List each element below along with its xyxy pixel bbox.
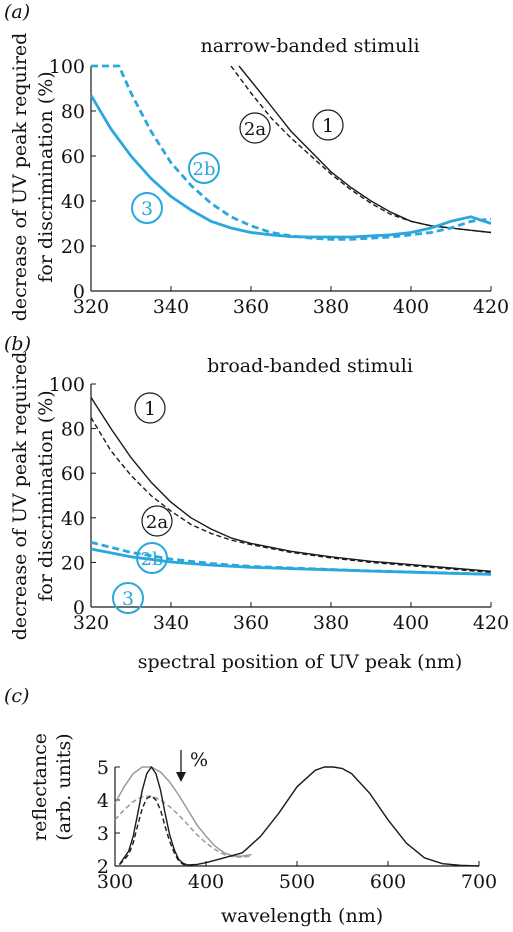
series-label-b3: 3 xyxy=(122,588,134,610)
series-label-1: 1 xyxy=(322,115,334,137)
series-line-b-1 xyxy=(90,397,492,572)
y-tick-label-a: 20 xyxy=(61,236,85,258)
x-tick-label-b: 360 xyxy=(233,612,269,634)
panel-a-label: (a) xyxy=(4,1,30,23)
y-tick-label-a: 40 xyxy=(61,191,85,213)
y-tick-label-c: 2 xyxy=(97,856,109,878)
y-tick-label-b: 60 xyxy=(61,463,85,485)
x-tick-label-a: 380 xyxy=(313,296,349,318)
panel-c-label: (c) xyxy=(4,685,29,707)
y-tick-label-b: 100 xyxy=(49,374,85,396)
y-tick-label-a: 0 xyxy=(73,281,85,303)
panel-a-title: narrow-banded stimuli xyxy=(200,35,419,57)
x-tick-label-a: 360 xyxy=(233,296,269,318)
label-circle-1 xyxy=(312,109,344,141)
panel-b-ylabel-line1: decrease of UV peak required xyxy=(9,352,31,641)
label-circle-3 xyxy=(131,192,163,224)
panel-b-ylabel-line2: for discrimination (%) xyxy=(35,390,57,601)
panel-a-series-labels: 1 2a 2b 3 xyxy=(131,109,344,224)
label-circle-b2b xyxy=(136,542,168,574)
panel-b-series-labels: 1 2a 2b 3 xyxy=(112,392,173,614)
series-line-c-curve1 xyxy=(114,795,252,858)
panel-c-ylabel-line2: (arb. units) xyxy=(53,733,75,840)
panel-b-label: (b) xyxy=(4,333,31,355)
series-line-a-1 xyxy=(238,65,492,234)
series-label-3: 3 xyxy=(141,198,153,220)
series-label-2a: 2a xyxy=(244,119,266,140)
series-label-b1: 1 xyxy=(144,398,156,420)
panel-b-xlabel: spectral position of UV peak (nm) xyxy=(138,651,462,673)
x-tick-label-b: 380 xyxy=(313,612,349,634)
x-tick-label-c: 600 xyxy=(370,871,406,893)
x-tick-label-b: 420 xyxy=(473,612,509,634)
series-line-c-curve0 xyxy=(114,766,252,857)
x-tick-label-a: 340 xyxy=(153,296,189,318)
label-circle-b3 xyxy=(112,582,144,614)
y-tick-label-b: 40 xyxy=(61,508,85,530)
x-tick-label-c: 300 xyxy=(97,871,133,893)
panel-c-ylabel-line1: reflectance xyxy=(29,733,51,841)
panel-a-ylabel-line1: decrease of UV peak required xyxy=(9,33,31,322)
series-label-b2a: 2a xyxy=(146,512,168,533)
panel-c: (c) reflectance (arb. units) 300 400 500 60… xyxy=(4,685,497,927)
label-circle-b1 xyxy=(134,392,166,424)
x-tick-label-b: 320 xyxy=(73,612,109,634)
panel-b-title: broad-banded stimuli xyxy=(207,355,413,377)
x-tick-label-b: 400 xyxy=(393,612,429,634)
series-label-2b: 2b xyxy=(193,159,216,180)
series-line-a-2a xyxy=(230,65,492,234)
panel-a: (a) narrow-banded stimuli decrease of UV… xyxy=(4,1,509,321)
series-line-a-2b xyxy=(91,64,492,241)
x-tick-label-a: 420 xyxy=(473,296,509,318)
series-line-c-curve2 xyxy=(118,766,480,867)
panel-b: (b) broad-banded stimuli decrease of UV … xyxy=(4,333,509,673)
y-tick-label-c: 4 xyxy=(97,790,109,812)
y-tick-label-b: 80 xyxy=(61,419,85,441)
y-tick-label-c: 5 xyxy=(97,757,109,779)
series-line-b-2a xyxy=(90,417,492,574)
x-tick-label-c: 700 xyxy=(461,871,497,893)
y-tick-label-a: 80 xyxy=(61,101,85,123)
label-circle-2a xyxy=(239,112,271,144)
panel-a-plot: 320 340 360 380 400 420 0 20 40 60 80 100 xyxy=(49,56,509,318)
x-tick-label-b: 340 xyxy=(153,612,189,634)
y-tick-label-a: 60 xyxy=(61,146,85,168)
y-tick-label-b: 0 xyxy=(73,597,85,619)
x-tick-label-c: 500 xyxy=(279,871,315,893)
percent-annotation: % xyxy=(190,749,208,771)
y-tick-label-c: 3 xyxy=(97,823,109,845)
series-label-b2b: 2b xyxy=(141,549,164,570)
panel-c-xlabel: wavelength (nm) xyxy=(221,905,383,927)
series-line-b-3 xyxy=(90,547,492,576)
y-tick-label-b: 20 xyxy=(61,552,85,574)
label-circle-2b xyxy=(188,152,220,184)
panel-b-plot: 320 340 360 380 400 420 0 20 40 60 80 100 xyxy=(49,374,509,634)
percent-arrow-head xyxy=(176,772,186,782)
panel-c-plot: 300 400 500 600 700 2 3 4 5 xyxy=(97,757,497,893)
label-circle-b2a xyxy=(141,505,173,537)
x-tick-label-c: 400 xyxy=(188,871,224,893)
x-tick-label-a: 400 xyxy=(393,296,429,318)
series-line-a-3 xyxy=(89,94,492,239)
x-tick-label-a: 320 xyxy=(73,296,109,318)
y-tick-label-a: 100 xyxy=(49,56,85,78)
series-line-c-curve3 xyxy=(118,795,197,866)
panel-a-ylabel-line2: for discrimination (%) xyxy=(35,71,57,282)
